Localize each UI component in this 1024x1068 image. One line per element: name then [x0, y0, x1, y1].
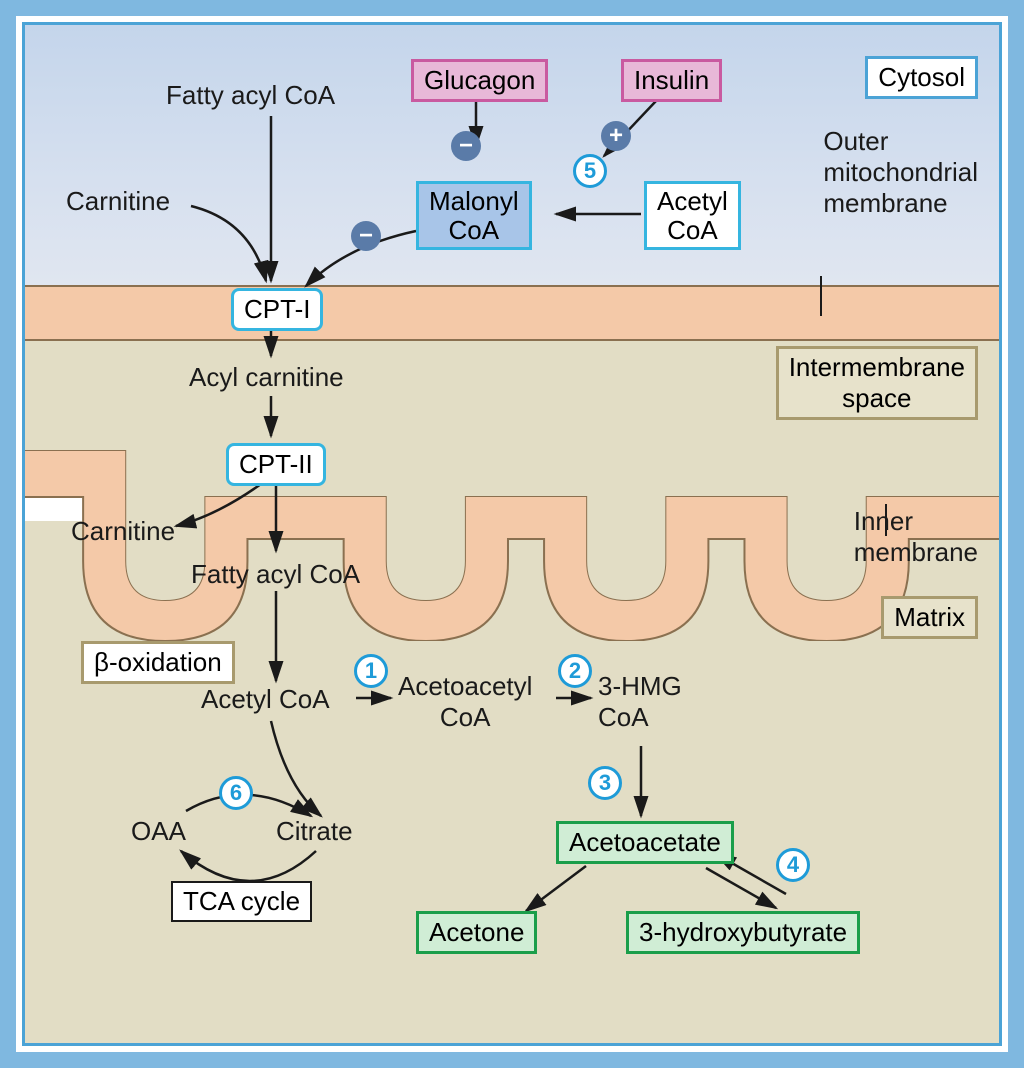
step-3: 3 — [588, 766, 622, 800]
cytosol-label: Cytosol — [865, 56, 978, 99]
acetoacetate-box: Acetoacetate — [556, 821, 734, 864]
outer-membrane-text: Outer mitochondrial membrane — [823, 126, 978, 218]
step-5: 5 — [573, 154, 607, 188]
citrate-label: Citrate — [276, 816, 353, 847]
malonyl-coa-box: Malonyl CoA — [416, 181, 532, 250]
acyl-carnitine: Acyl carnitine — [189, 362, 344, 393]
carnitine-cyt: Carnitine — [66, 186, 170, 217]
step-1: 1 — [354, 654, 388, 688]
acetone-box: Acetone — [416, 911, 537, 954]
tca-cycle-box: TCA cycle — [171, 881, 312, 922]
oaa-label: OAA — [131, 816, 186, 847]
acetoacetyl-coa: Acetoacetyl CoA — [398, 671, 532, 733]
step-4: 4 — [776, 848, 810, 882]
cpt2-box: CPT-II — [226, 443, 326, 486]
step-6: 6 — [219, 776, 253, 810]
matrix-label: Matrix — [881, 596, 978, 639]
acetyl-coa-mat: Acetyl CoA — [201, 684, 330, 715]
minus-badge-malonyl: − — [351, 221, 381, 251]
minus-badge-glucagon: − — [451, 131, 481, 161]
outer-membrane-region — [25, 285, 999, 341]
diagram-frame: Cytosol Outer mitochondrial membrane Int… — [0, 0, 1024, 1068]
hydroxybutyrate-box: 3-hydroxybutyrate — [626, 911, 860, 954]
outer-membrane-label: Outer mitochondrial membrane — [823, 126, 978, 220]
fatty-acyl-coa-cyt: Fatty acyl CoA — [166, 80, 335, 111]
plus-badge-insulin: + — [601, 121, 631, 151]
acetyl-coa-cyt-box: Acetyl CoA — [644, 181, 741, 250]
glucagon-box: Glucagon — [411, 59, 548, 102]
carnitine-mat: Carnitine — [71, 516, 175, 547]
insulin-box: Insulin — [621, 59, 722, 102]
cpt1-box: CPT-I — [231, 288, 323, 331]
step-2: 2 — [558, 654, 592, 688]
intermembrane-label: Intermembrane space — [776, 346, 978, 420]
beta-oxidation-box: β-oxidation — [81, 641, 235, 684]
hmg-coa: 3-HMG CoA — [598, 671, 682, 733]
fatty-acyl-coa-mat: Fatty acyl CoA — [191, 559, 360, 590]
inner-membrane-label: Inner membrane — [854, 506, 978, 568]
